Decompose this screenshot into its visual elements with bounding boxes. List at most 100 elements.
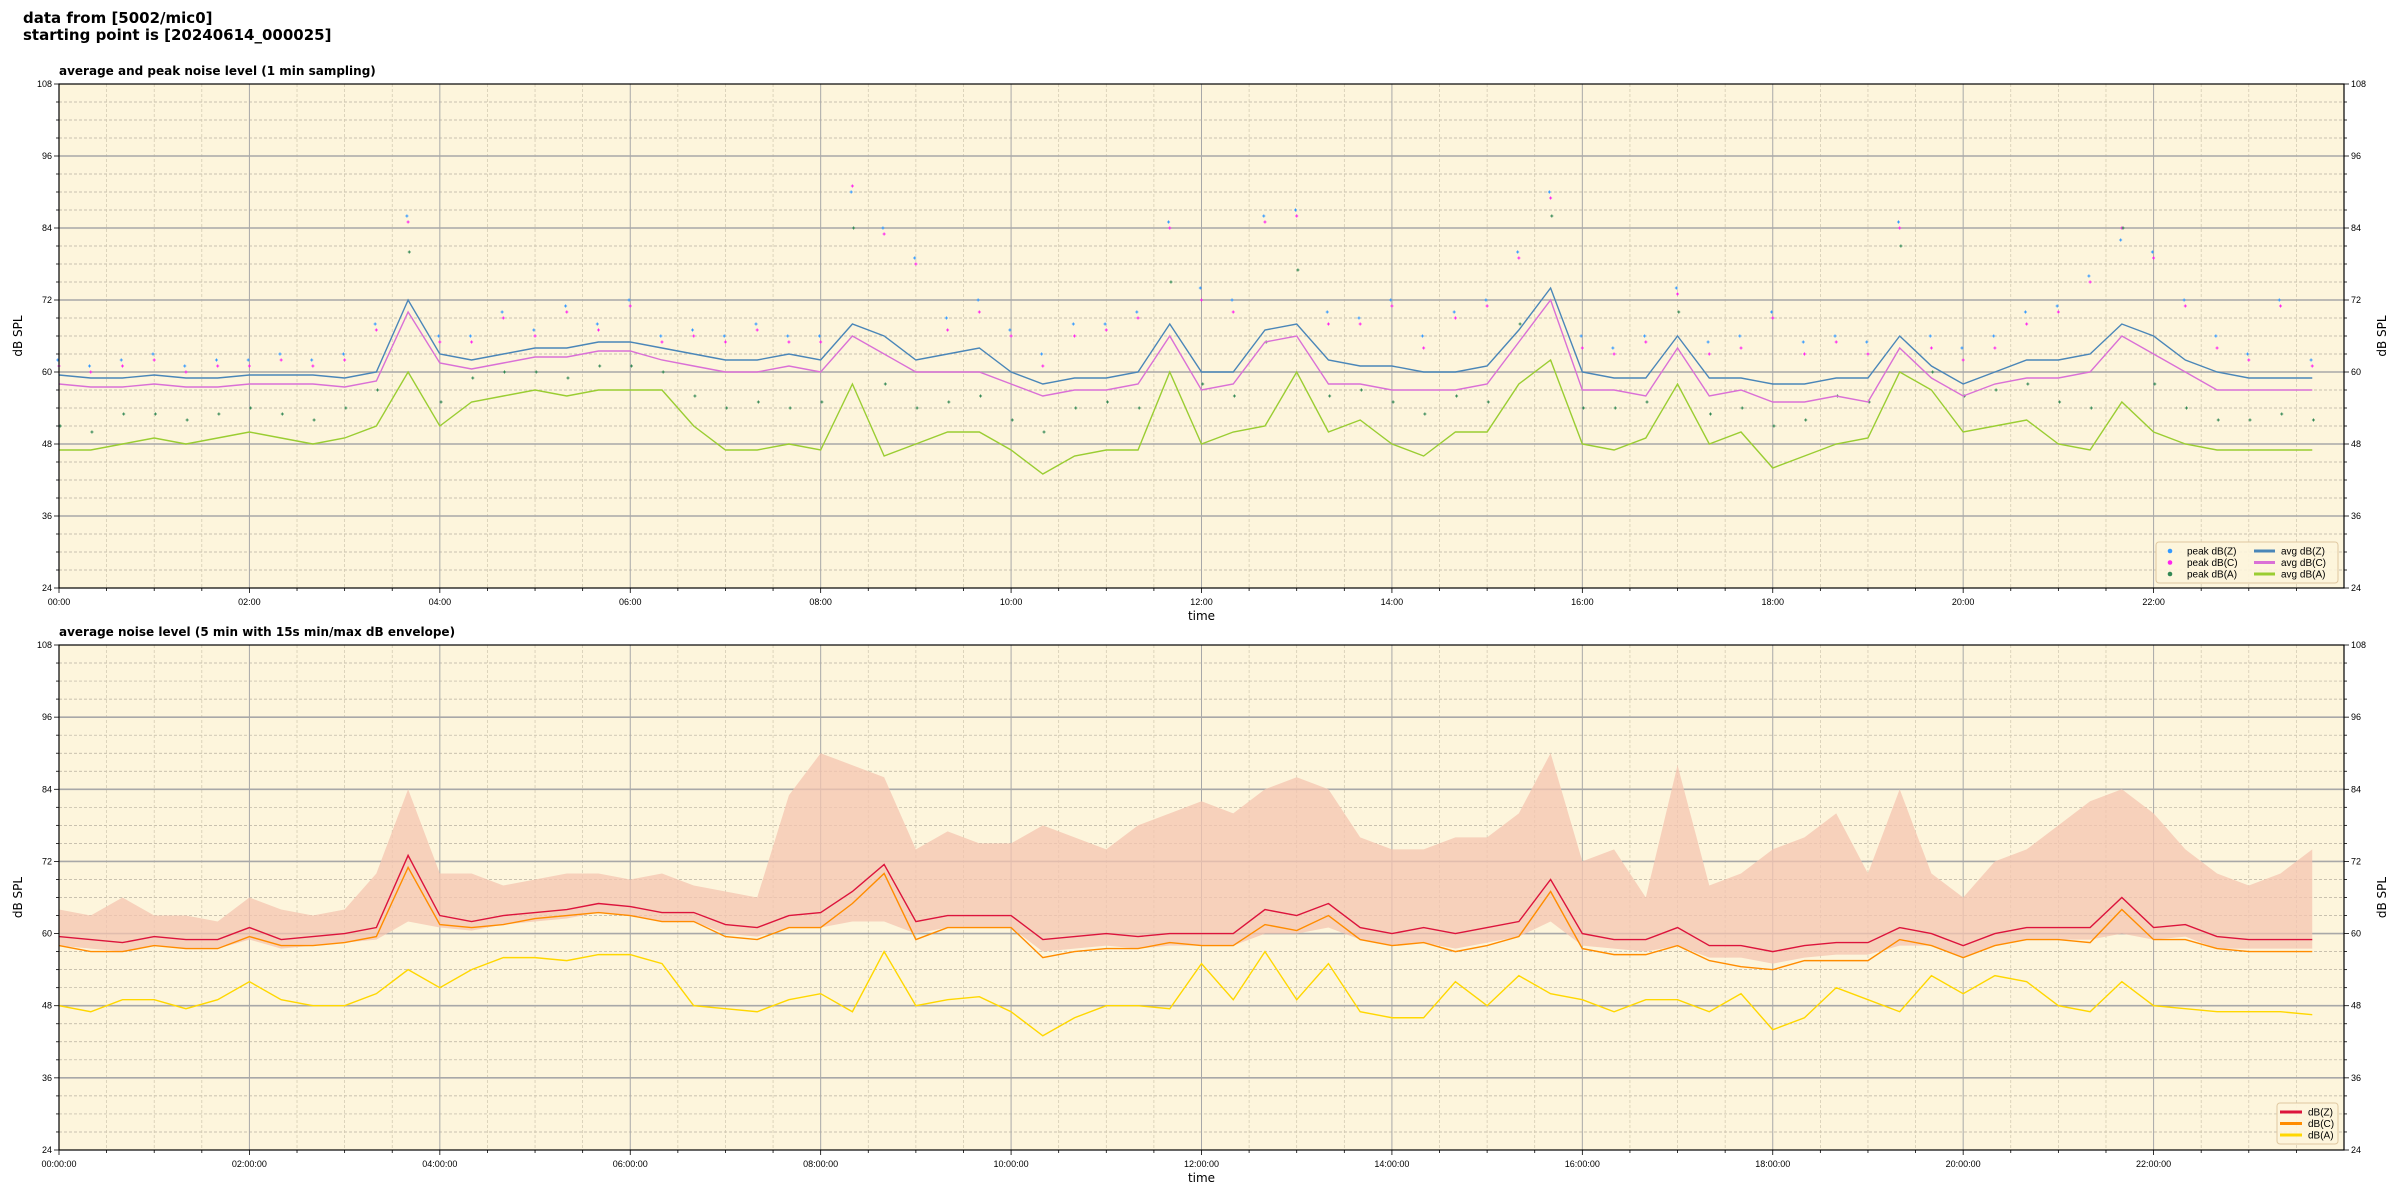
x-tick-label: 16:00:00: [1565, 1159, 1600, 1169]
peak-point: [1453, 316, 1457, 320]
y-tick-label: 36: [42, 511, 52, 521]
peak-point: [1896, 220, 1900, 224]
peak-point: [1010, 418, 1014, 422]
peak-point: [1613, 406, 1617, 410]
peak-point: [1643, 334, 1647, 338]
peak-point: [1201, 382, 1205, 386]
y-tick-label: 84: [42, 784, 52, 794]
peak-point: [2088, 280, 2092, 284]
peak-point: [820, 400, 824, 404]
peak-point: [944, 316, 948, 320]
peak-point: [2055, 304, 2059, 308]
x-tick-label: 02:00:00: [232, 1159, 267, 1169]
series-peak-db-c: [57, 184, 2314, 374]
peak-point: [1738, 334, 1742, 338]
peak-point: [1358, 322, 1362, 326]
peak-point: [787, 340, 791, 344]
peak-point: [2058, 400, 2062, 404]
peak-point: [788, 406, 792, 410]
peak-point: [2119, 238, 2123, 242]
peak-point: [595, 322, 599, 326]
peak-point: [1612, 352, 1616, 356]
peak-point: [471, 376, 475, 380]
peak-point: [1928, 334, 1932, 338]
peak-point: [2185, 406, 2189, 410]
peak-point: [468, 334, 472, 338]
peak-point: [629, 364, 633, 368]
y-tick-label: 96: [42, 712, 52, 722]
peak-point: [1611, 346, 1615, 350]
chart-panel-2: 24 24 36 36 48 48 60 60 72 72 84 84 96 96 108 108 00:00:…: [11, 625, 2389, 1185]
legend: dB(Z)dB(C)dB(A): [2276, 1102, 2339, 1145]
peak-point: [1899, 244, 1903, 248]
x-tick-label: 18:00:00: [1755, 1159, 1790, 1169]
legend-label: avg dB(C): [2281, 558, 2326, 569]
legend-label: peak dB(C): [2187, 558, 2238, 569]
y-tick-label: 48: [42, 1001, 52, 1011]
peak-point: [786, 334, 790, 338]
peak-point: [1550, 214, 1554, 218]
x-tick-label: 18:00: [1761, 597, 1784, 607]
peak-point: [913, 256, 917, 260]
peak-point: [184, 370, 188, 374]
y-tick-label: 108: [37, 79, 52, 89]
peak-point: [881, 226, 885, 230]
peak-point: [344, 406, 348, 410]
series-line-avg-db-c: [58, 298, 2313, 403]
peak-point: [1486, 400, 1490, 404]
peak-point: [1994, 388, 1998, 392]
plot-frame: [58, 644, 2345, 1151]
x-tick-label: 04:00:00: [422, 1159, 457, 1169]
peak-point: [1834, 340, 1838, 344]
x-tick-label: 06:00: [619, 597, 642, 607]
y-tick-label: 72: [42, 295, 52, 305]
peak-point: [852, 226, 856, 230]
peak-point: [1231, 310, 1235, 314]
y-tick-label: 72: [42, 856, 52, 866]
peak-point: [533, 334, 537, 338]
peak-point: [2121, 226, 2125, 230]
x-axis-label: time: [1188, 1171, 1215, 1185]
peak-point: [1485, 304, 1489, 308]
x-tick-label: 14:00:00: [1374, 1159, 1409, 1169]
peak-point: [1677, 310, 1681, 314]
peak-point: [1772, 424, 1776, 428]
peak-point: [1582, 406, 1586, 410]
peak-point: [2182, 298, 2186, 302]
chart-title: average noise level (5 min with 15s min/…: [59, 625, 455, 639]
peak-point: [1294, 208, 1298, 212]
x-tick-label: 06:00:00: [613, 1159, 648, 1169]
peak-point: [406, 220, 410, 224]
y-tick-label-right: 60: [2351, 367, 2361, 377]
peak-point: [2279, 304, 2283, 308]
peak-point: [882, 232, 886, 236]
peak-point: [1073, 334, 1077, 338]
peak-point: [1706, 340, 1710, 344]
peak-point: [2280, 412, 2284, 416]
x-tick-label: 10:00:00: [994, 1159, 1029, 1169]
series-line-db-c: [58, 865, 2313, 971]
x-tick-label: 04:00: [429, 597, 452, 607]
y-axis-label-right: dB SPL: [2375, 315, 2389, 357]
peak-point: [977, 310, 981, 314]
peak-point: [1008, 328, 1012, 332]
peak-point: [2309, 358, 2313, 362]
y-tick-label-right: 36: [2351, 1073, 2361, 1083]
peak-point: [564, 304, 568, 308]
peak-point: [438, 340, 442, 344]
x-tick-label: 14:00: [1381, 597, 1404, 607]
legend-label: peak dB(A): [2187, 570, 2237, 581]
peak-point: [1137, 406, 1141, 410]
peak-point: [2150, 250, 2154, 254]
peak-point: [1866, 352, 1870, 356]
peak-point: [1136, 316, 1140, 320]
peak-point: [1296, 268, 1300, 272]
peak-point: [692, 334, 696, 338]
peak-point: [1547, 190, 1551, 194]
peak-point: [1518, 322, 1522, 326]
peak-point: [1674, 286, 1678, 290]
peak-point: [278, 352, 282, 356]
y-tick-label: 84: [42, 223, 52, 233]
y-tick-label-right: 72: [2351, 295, 2361, 305]
legend-marker: [2167, 560, 2173, 565]
